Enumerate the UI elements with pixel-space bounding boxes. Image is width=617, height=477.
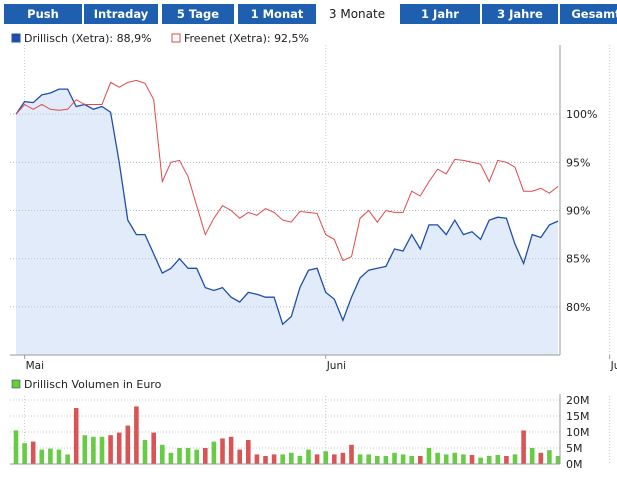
volume-bar (65, 454, 70, 464)
volume-bar (529, 448, 535, 464)
volume-bar (521, 430, 526, 464)
tab-gesamt[interactable]: Gesamt (560, 4, 617, 24)
tab-push[interactable]: Push (4, 4, 82, 24)
volume-legend-label: Drillisch Volumen in Euro (24, 378, 162, 391)
volume-bar (237, 449, 242, 464)
volume-bar (366, 454, 371, 464)
drillisch-line (15, 88, 559, 326)
volume-bar (555, 456, 561, 464)
volume-bar (39, 449, 45, 464)
volume-bar (297, 456, 303, 464)
volume-bar (340, 452, 346, 464)
volume-bar (211, 441, 217, 464)
volume-bar (512, 454, 518, 464)
volume-bar (314, 454, 320, 464)
y-tick-label: 95% (566, 156, 590, 169)
volume-bar (280, 454, 285, 464)
volume-bar (263, 456, 268, 464)
volume-bar (22, 443, 27, 464)
volume-bar (306, 449, 311, 464)
y-tick-label: 100% (566, 108, 597, 121)
volume-bar (452, 452, 458, 464)
legend-label: Drillisch (Xetra): 88,9% (24, 32, 152, 45)
volume-bar (400, 454, 406, 464)
volume-bar (478, 457, 483, 464)
tab-3-jahre[interactable]: 3 Jahre (482, 4, 558, 24)
volume-bar (246, 440, 251, 464)
volume-bar (426, 448, 432, 464)
volume-bar (116, 432, 122, 464)
y-tick-label: 90% (566, 205, 590, 218)
legend-label: Freenet (Xetra): 92,5% (184, 32, 309, 45)
volume-bar (194, 449, 199, 464)
volume-y-tick-label: 5M (566, 442, 583, 455)
volume-bar (160, 444, 165, 464)
volume-bar (469, 455, 475, 464)
legend-swatch (171, 33, 181, 43)
volume-bar (357, 454, 363, 464)
volume-bar (82, 435, 88, 464)
volume-bar (271, 454, 277, 464)
chart-area: 80% 85% 90% 95% 100% Mai Juni Juli Drillisch (Xe… (10, 32, 617, 471)
volume-bar (13, 430, 19, 464)
volume-bar (142, 440, 148, 464)
x-tick-label: Juli (610, 360, 617, 372)
volume-bar (108, 435, 113, 464)
volume-bar (418, 456, 423, 464)
volume-bar (375, 456, 380, 464)
period-tabs: Push Intraday 5 Tage 1 Monat 3 Monate 1 Jahr 3… (0, 0, 617, 26)
volume-bar (177, 448, 182, 464)
volume-bar (289, 452, 294, 464)
volume-bar (435, 452, 440, 464)
volume-bar (168, 452, 174, 464)
tab-1-jahr[interactable]: 1 Jahr (400, 4, 480, 24)
volume-bar (254, 454, 260, 464)
y-tick-label: 85% (566, 253, 590, 266)
volume-bar (443, 454, 449, 464)
freenet-line (15, 79, 559, 262)
volume-bar (56, 449, 62, 464)
volume-bar (203, 448, 208, 464)
volume-y-tick-label: 15M (566, 410, 590, 423)
y-tick-label: 80% (566, 301, 590, 314)
volume-bar (30, 441, 36, 464)
tab-5-tage[interactable]: 5 Tage (162, 4, 234, 24)
volume-bar (99, 436, 105, 464)
volume-legend-swatch (11, 379, 21, 389)
volume-bar (409, 456, 414, 464)
volume-bar (495, 455, 501, 464)
volume-bar (383, 456, 389, 464)
volume-bar (349, 444, 354, 464)
volume-bar (48, 448, 53, 464)
volume-bar (134, 406, 139, 464)
x-tick-label: Mai (26, 360, 44, 372)
volume-bar (392, 452, 397, 464)
volume-bar (486, 456, 492, 464)
volume-bar (332, 454, 337, 464)
volume-bar (228, 436, 234, 464)
volume-bar (151, 432, 156, 464)
tab-3-monate[interactable]: 3 Monate (318, 4, 396, 24)
tab-intraday[interactable]: Intraday (84, 4, 158, 24)
volume-bar (538, 452, 544, 464)
volume-bar (91, 436, 96, 464)
drillisch-area (16, 89, 558, 355)
legend-swatch (11, 33, 21, 43)
x-tick-label: Juni (326, 360, 346, 372)
volume-bar (185, 448, 191, 464)
volume-bar (323, 451, 328, 464)
tab-1-monat[interactable]: 1 Monat (238, 4, 316, 24)
volume-y-tick-label: 20M (566, 394, 590, 407)
volume-bar (220, 438, 225, 464)
volume-bar (547, 450, 552, 464)
volume-y-tick-label: 0M (566, 458, 583, 471)
volume-y-tick-label: 10M (566, 426, 590, 439)
volume-bar (73, 408, 79, 464)
volume-bar (461, 454, 466, 464)
volume-bar (504, 456, 509, 464)
volume-bar (125, 425, 131, 464)
